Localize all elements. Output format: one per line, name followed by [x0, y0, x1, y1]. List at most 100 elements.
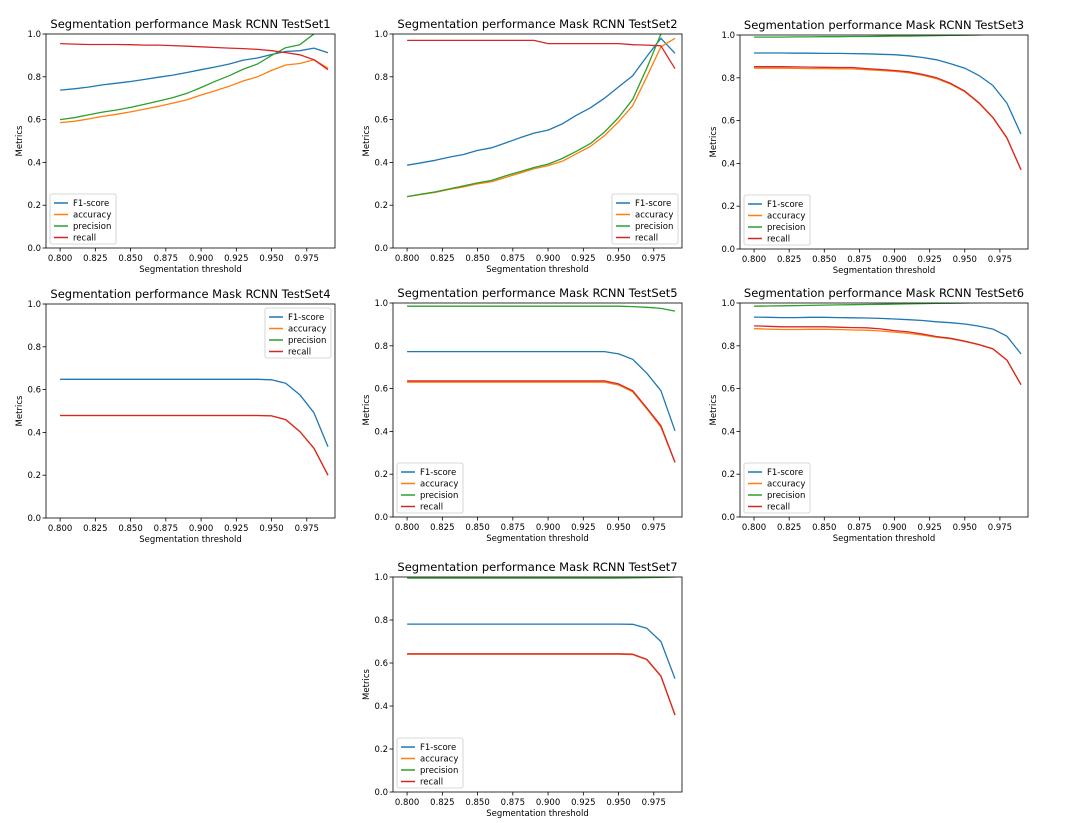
series-line-precision: [407, 305, 676, 312]
y-tick-label: 1.0: [721, 31, 735, 41]
series-line-recall: [407, 380, 676, 463]
y-tick-label: 0.6: [374, 659, 388, 669]
y-tick-label: 0.4: [374, 158, 388, 168]
series-line-accuracy: [407, 381, 676, 463]
legend-label: F1-score: [420, 743, 456, 753]
x-tick-label: 0.925: [571, 798, 595, 808]
x-tick-label: 0.875: [154, 254, 178, 264]
legend-label: recall: [767, 503, 790, 513]
y-tick-label: 0.0: [374, 513, 388, 523]
x-tick-label: 0.850: [465, 798, 489, 808]
y-tick-label: 1.0: [374, 573, 388, 583]
x-tick-label: 0.850: [812, 523, 836, 533]
x-tick-label: 0.850: [812, 255, 836, 265]
y-tick-label: 0.4: [721, 427, 735, 437]
y-tick-label: 0.8: [27, 343, 41, 353]
x-tick-label: 0.850: [465, 523, 489, 533]
legend-label: F1-score: [767, 200, 803, 210]
chart-panel-testset1: 0.800 0.825 0.850 0.875 0.900 0.925 0.950 0.975…: [15, 17, 336, 275]
y-axis-label: Metrics: [15, 125, 25, 156]
y-tick-label: 0.6: [27, 116, 41, 126]
series-line-precision: [407, 577, 676, 579]
x-tick-label: 0.875: [501, 523, 525, 533]
x-axis-label: Segmentation threshold: [486, 265, 588, 275]
series-line-recall: [60, 42, 329, 71]
x-tick-label: 0.925: [571, 254, 595, 264]
y-tick-label: 0.6: [721, 385, 735, 395]
y-tick-label: 0.2: [721, 470, 735, 480]
x-axis-label: Segmentation threshold: [139, 265, 241, 275]
x-tick-label: 0.950: [606, 254, 630, 264]
legend-box: [611, 193, 679, 245]
x-tick-label: 0.900: [882, 523, 906, 533]
x-axis-label: Segmentation threshold: [139, 535, 241, 545]
y-tick-label: 0.4: [374, 702, 388, 712]
plot-frame: [392, 33, 683, 249]
x-axis-label: Segmentation threshold: [486, 534, 588, 544]
x-tick-label: 0.850: [465, 254, 489, 264]
x-tick-label: 0.900: [882, 255, 906, 265]
series-line-f1-score: [60, 47, 329, 91]
x-tick-label: 0.800: [48, 254, 72, 264]
legend-box: [396, 737, 464, 789]
y-axis-label: Metrics: [709, 394, 719, 425]
x-tick-label: 0.800: [48, 524, 72, 534]
plot-frame: [392, 302, 683, 518]
y-tick-label: 0.8: [374, 342, 388, 352]
legend-label: recall: [288, 348, 311, 358]
x-tick-label: 0.925: [224, 524, 248, 534]
x-tick-label: 0.875: [847, 523, 871, 533]
y-axis-label: Metrics: [362, 394, 372, 425]
y-tick-label: 1.0: [374, 299, 388, 309]
y-tick-label: 0.0: [721, 245, 735, 255]
x-tick-label: 0.850: [118, 254, 142, 264]
y-tick-label: 0.0: [374, 244, 388, 254]
chart-panel-testset2: 0.800 0.825 0.850 0.875 0.900 0.925 0.950 0.975…: [362, 17, 683, 275]
legend-label: recall: [420, 503, 443, 513]
chart-title: Segmentation performance Mask RCNN TestS…: [744, 286, 1024, 300]
x-tick-label: 0.850: [118, 524, 142, 534]
legend-label: precision: [420, 766, 458, 776]
series-line-f1-score: [753, 316, 1022, 355]
x-axis-label: Segmentation threshold: [486, 809, 588, 819]
series-line-accuracy: [754, 67, 1022, 171]
y-tick-label: 0.8: [374, 616, 388, 626]
legend-label: accuracy: [767, 212, 805, 222]
x-tick-label: 0.825: [777, 523, 801, 533]
x-axis-label: Segmentation threshold: [833, 266, 935, 276]
legend-label: precision: [635, 222, 673, 232]
x-tick-label: 0.825: [777, 255, 801, 265]
y-tick-label: 0.0: [374, 788, 388, 798]
x-tick-label: 0.950: [606, 798, 630, 808]
legend-box: [743, 194, 811, 246]
y-tick-label: 0.6: [721, 117, 735, 127]
x-tick-label: 0.925: [571, 523, 595, 533]
y-tick-label: 1.0: [374, 30, 388, 40]
y-tick-label: 0.2: [721, 202, 735, 212]
chart-panel-testset6: 0.800 0.825 0.850 0.875 0.900 0.925 0.950 0.975…: [709, 286, 1029, 544]
y-tick-label: 0.4: [27, 158, 41, 168]
y-tick-label: 0.8: [374, 73, 388, 83]
legend-label: precision: [767, 491, 805, 501]
x-tick-label: 0.975: [295, 524, 319, 534]
y-tick-label: 0.2: [374, 470, 388, 480]
series-line-f1-score: [60, 378, 329, 447]
x-tick-label: 0.975: [642, 798, 666, 808]
chart-title: Segmentation performance Mask RCNN TestS…: [397, 286, 677, 300]
legend-label: precision: [73, 222, 111, 232]
legend-label: accuracy: [420, 480, 458, 490]
x-tick-label: 0.925: [917, 255, 941, 265]
legend-label: recall: [73, 234, 96, 244]
series-line-precision: [406, 34, 662, 198]
x-tick-label: 0.875: [154, 524, 178, 534]
y-tick-label: 1.0: [27, 300, 41, 310]
series-line-accuracy: [407, 37, 676, 198]
series-line-recall: [754, 66, 1022, 171]
legend-box: [396, 462, 464, 514]
y-tick-label: 0.2: [374, 745, 388, 755]
chart-title: Segmentation performance Mask RCNN TestS…: [397, 17, 677, 31]
legend-label: accuracy: [288, 325, 326, 335]
chart-panel-testset5: 0.800 0.825 0.850 0.875 0.900 0.925 0.950 0.975…: [362, 286, 683, 544]
